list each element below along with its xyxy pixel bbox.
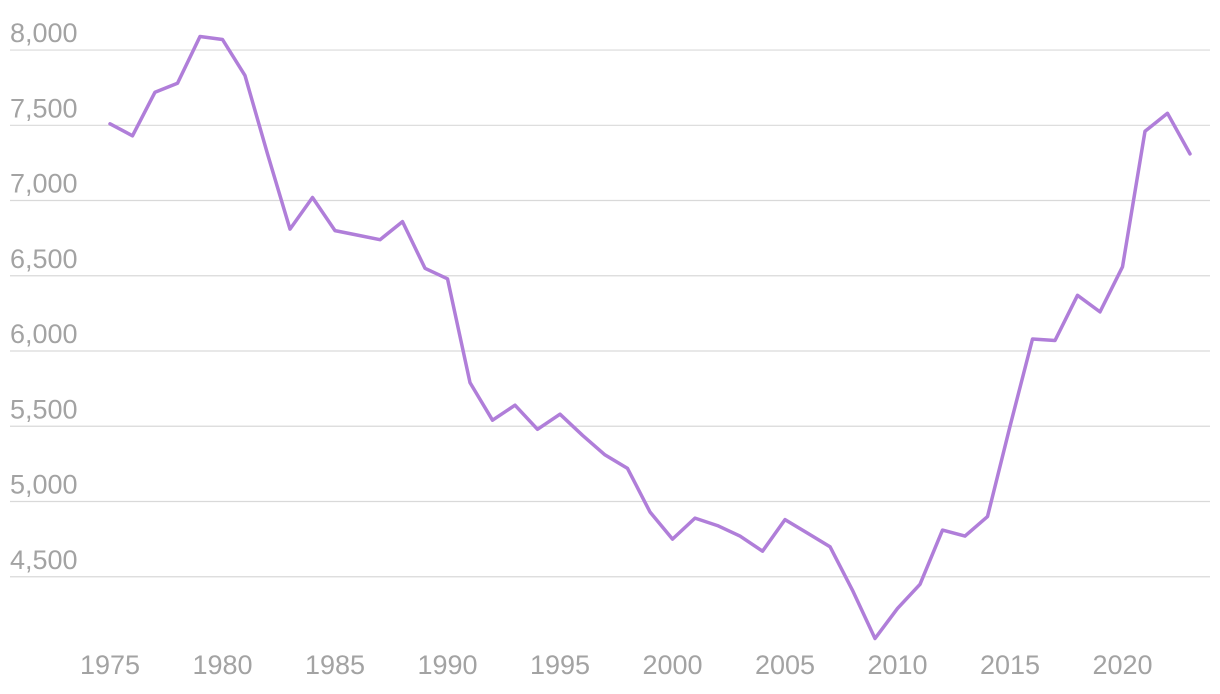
x-tick-label: 1975 <box>80 650 140 680</box>
y-tick-label: 5,000 <box>10 470 78 500</box>
y-tick-label: 4,500 <box>10 545 78 575</box>
y-tick-label: 6,000 <box>10 319 78 349</box>
x-tick-label: 2005 <box>755 650 815 680</box>
x-tick-label: 1990 <box>417 650 477 680</box>
x-tick-label: 1985 <box>305 650 365 680</box>
y-tick-label: 5,500 <box>10 394 78 424</box>
y-axis-ticks: 4,500 5,000 5,500 6,000 6,500 7,000 7,500 8,000 <box>10 18 78 575</box>
y-tick-label: 7,000 <box>10 169 78 199</box>
x-tick-label: 2000 <box>642 650 702 680</box>
x-tick-label: 1995 <box>530 650 590 680</box>
y-tick-label: 6,500 <box>10 244 78 274</box>
x-tick-label: 2020 <box>1092 650 1152 680</box>
series-line-0 <box>108 34 1192 641</box>
x-tick-label: 2015 <box>980 650 1040 680</box>
y-tick-label: 7,500 <box>10 93 78 123</box>
x-tick-label: 2010 <box>867 650 927 680</box>
plot-area <box>108 34 1192 641</box>
x-axis-ticks: 1975 1980 1985 1990 1995 2000 2005 2010 2015 2020 <box>80 650 1153 680</box>
y-tick-label: 8,000 <box>10 18 78 48</box>
x-tick-label: 1980 <box>192 650 252 680</box>
gridlines <box>10 49 1210 578</box>
